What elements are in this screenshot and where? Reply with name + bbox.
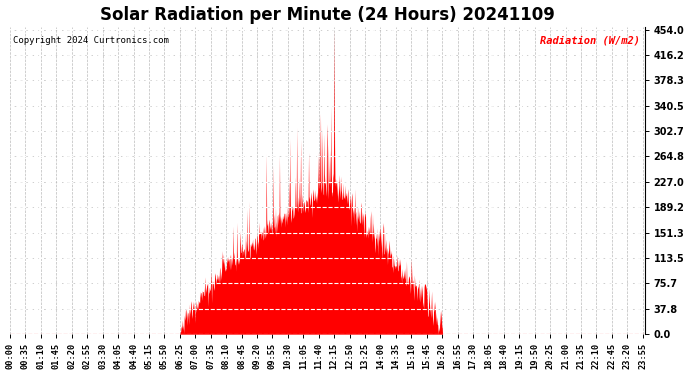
- Text: Copyright 2024 Curtronics.com: Copyright 2024 Curtronics.com: [13, 36, 169, 45]
- Title: Solar Radiation per Minute (24 Hours) 20241109: Solar Radiation per Minute (24 Hours) 20…: [100, 6, 555, 24]
- Text: Radiation (W/m2): Radiation (W/m2): [540, 36, 640, 46]
